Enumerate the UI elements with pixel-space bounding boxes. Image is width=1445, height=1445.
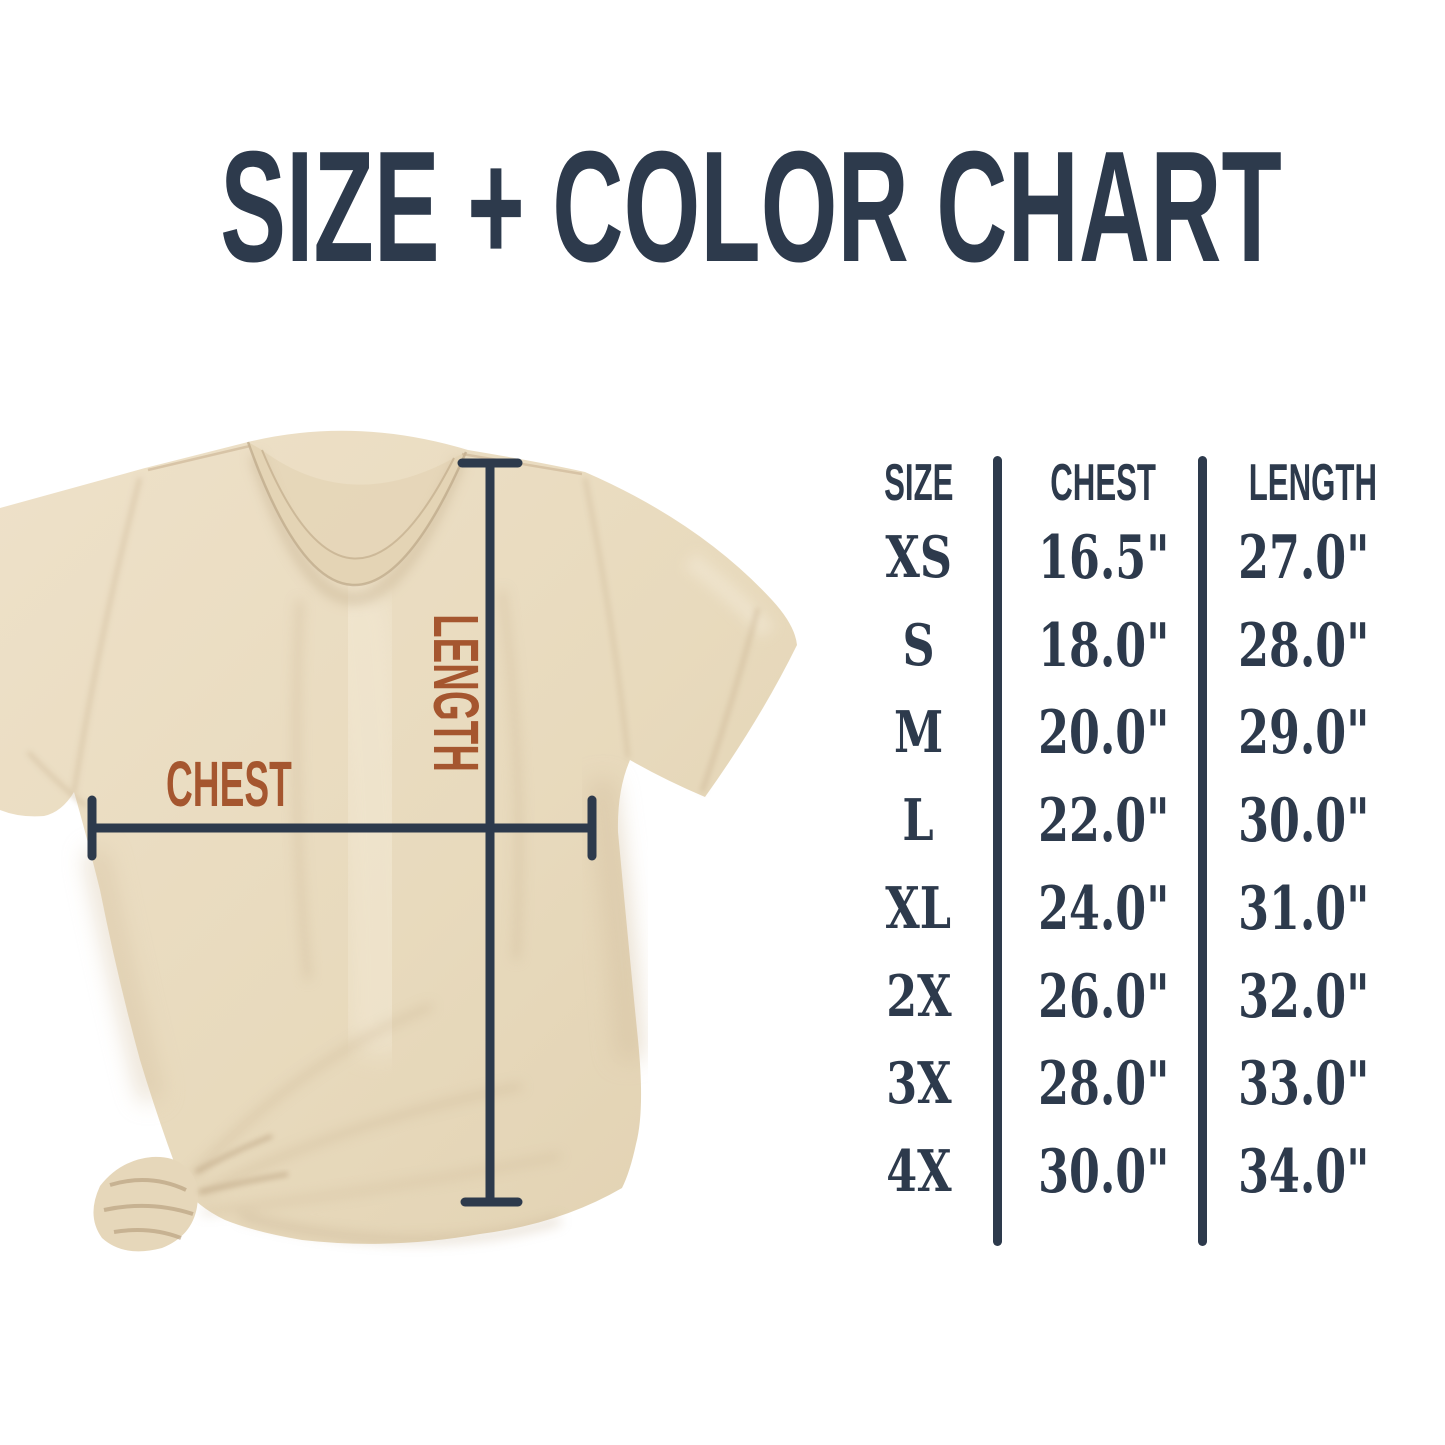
column-header-chest: CHEST <box>1050 454 1157 512</box>
collar <box>246 441 468 604</box>
chest-cell: 28.0" <box>1037 1049 1170 1119</box>
chest-cell: 26.0" <box>1037 962 1170 1032</box>
chest-cell: 30.0" <box>1037 1137 1170 1207</box>
length-cell: 31.0" <box>1238 874 1370 944</box>
column-header-size: SIZE <box>883 454 954 512</box>
table-column-divider <box>1198 456 1207 1246</box>
table-row: 2X 26.0" 32.0" <box>836 953 1402 1041</box>
chest-cell: 20.0" <box>1037 698 1170 768</box>
tshirt-shading <box>84 552 775 1103</box>
size-table: SIZE CHEST LENGTH XS 16.5" 27.0" S 18.0"… <box>836 0 1402 1445</box>
size-cell: S <box>902 612 935 679</box>
page-title: SIZE + COLOR CHART <box>0 128 1445 286</box>
length-cell: 27.0" <box>1238 523 1370 593</box>
table-row: 3X 28.0" 33.0" <box>836 1040 1402 1128</box>
table-row: XS 16.5" 27.0" <box>836 514 1402 602</box>
length-measure-label: LENGTH <box>420 614 492 772</box>
size-cell: 3X <box>885 1050 952 1117</box>
size-cell: 2X <box>885 963 952 1030</box>
size-cell: 4X <box>885 1138 952 1205</box>
measurement-lines <box>87 458 597 1207</box>
table-header-row: SIZE CHEST LENGTH <box>836 453 1402 513</box>
size-cell: XS <box>885 524 952 591</box>
chest-cell: 18.0" <box>1037 611 1170 681</box>
hem-knot <box>93 1134 289 1252</box>
size-cell: L <box>902 787 935 854</box>
column-header-length: LENGTH <box>1248 454 1378 512</box>
table-row: S 18.0" 28.0" <box>836 602 1402 690</box>
length-cell: 28.0" <box>1238 611 1370 681</box>
page-title-text: SIZE + COLOR CHART <box>220 119 1282 295</box>
size-cell: XL <box>885 875 952 942</box>
chest-measure-label: CHEST <box>166 748 292 820</box>
size-cell: M <box>893 699 944 766</box>
table-row: XL 24.0" 31.0" <box>836 865 1402 953</box>
length-cell: 33.0" <box>1238 1049 1370 1119</box>
tshirt-photo <box>0 430 797 1252</box>
table-row: M 20.0" 29.0" <box>836 689 1402 777</box>
chest-cell: 16.5" <box>1037 523 1170 593</box>
chest-cell: 24.0" <box>1037 874 1170 944</box>
length-cell: 30.0" <box>1238 786 1370 856</box>
chest-cell: 22.0" <box>1037 786 1170 856</box>
chest-line <box>87 795 597 861</box>
length-cell: 34.0" <box>1238 1137 1370 1207</box>
length-cell: 29.0" <box>1238 698 1370 768</box>
table-column-divider <box>993 456 1002 1246</box>
table-row: 4X 30.0" 34.0" <box>836 1128 1402 1216</box>
seams <box>26 444 760 808</box>
wrinkles <box>187 589 561 1244</box>
table-row: L 22.0" 30.0" <box>836 777 1402 865</box>
length-cell: 32.0" <box>1238 962 1370 1032</box>
